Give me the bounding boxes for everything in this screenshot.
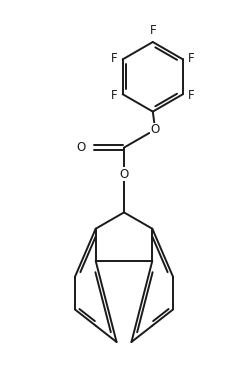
Text: O: O xyxy=(119,167,129,180)
Text: F: F xyxy=(150,24,156,37)
Text: F: F xyxy=(188,89,195,102)
Text: F: F xyxy=(188,52,195,65)
Text: F: F xyxy=(111,89,117,102)
Text: O: O xyxy=(151,123,160,136)
Text: O: O xyxy=(77,141,86,154)
Text: F: F xyxy=(111,52,117,65)
